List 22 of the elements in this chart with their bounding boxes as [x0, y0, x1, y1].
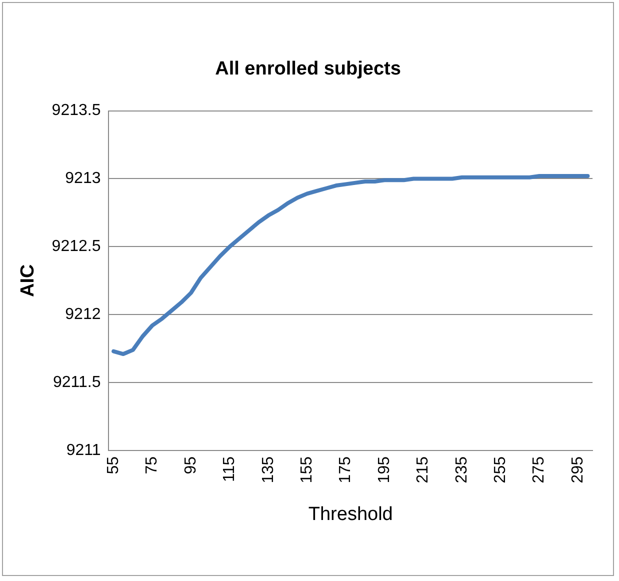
- chart-title: All enrolled subjects: [215, 58, 401, 80]
- y-tick-label: 9213.5: [52, 102, 101, 120]
- y-tick-label: 9212: [65, 306, 101, 324]
- x-tick-label: 55: [104, 456, 122, 474]
- x-tick-label: 75: [144, 456, 161, 474]
- x-tick-label: 175: [337, 456, 354, 484]
- y-tick-label: 9211: [66, 442, 101, 459]
- x-tick-label: 295: [569, 456, 586, 484]
- y-axis-title: AIC: [18, 264, 39, 298]
- x-axis-title: Threshold: [308, 504, 393, 525]
- y-tick-label: 9211.5: [52, 374, 101, 391]
- x-tick-label: 215: [414, 456, 432, 484]
- y-tick-label: 9213: [65, 170, 101, 188]
- y-tick-label: 9212.5: [52, 238, 101, 256]
- x-tick-label: 195: [376, 456, 393, 484]
- x-tick-label: 115: [221, 456, 238, 482]
- x-tick-label: 255: [492, 456, 510, 484]
- x-tick-label: 235: [453, 456, 470, 484]
- x-tick-label: 135: [260, 456, 277, 484]
- x-tick-label: 95: [182, 456, 200, 474]
- x-tick-label: 155: [298, 456, 316, 484]
- x-tick-label: 275: [530, 456, 548, 484]
